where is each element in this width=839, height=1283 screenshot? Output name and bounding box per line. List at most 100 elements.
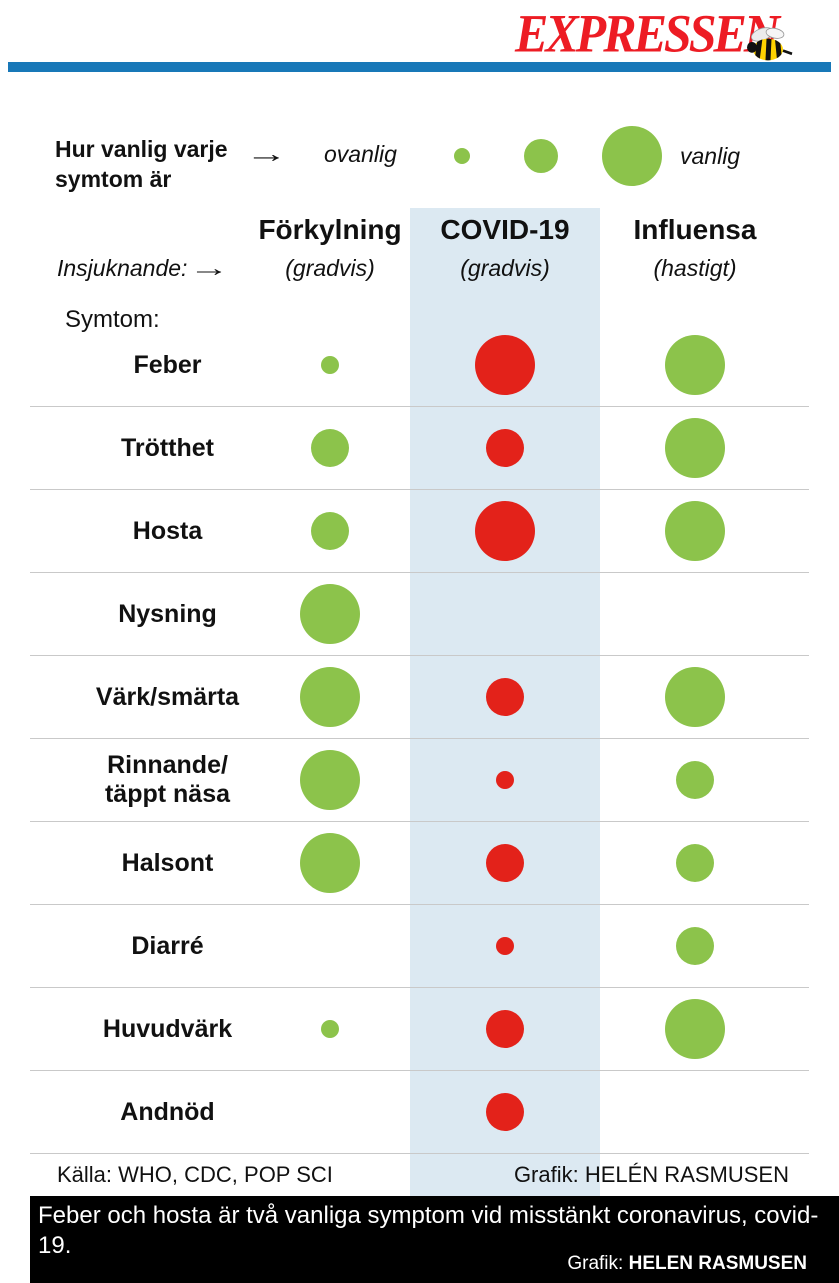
brand-divider-bar <box>8 62 831 72</box>
wasp-icon <box>747 27 793 61</box>
column-header-flu: Influensa <box>633 214 757 245</box>
symptom-row: Andnöd <box>30 1071 809 1154</box>
graphic-credit: Grafik: HELÉN RASMUSEN <box>513 1162 789 1187</box>
caption-credit: Grafik: HELEN RASMUSEN <box>567 1253 807 1275</box>
cold-bubble <box>300 667 360 727</box>
bubble-cell-covid <box>410 988 600 1070</box>
caption-credit-label: Grafik: <box>567 1253 624 1274</box>
bubble-cell-covid <box>410 324 600 406</box>
column-header-cold: Förkylning <box>258 214 402 245</box>
source-text: Källa: WHO, CDC, POP SCI <box>57 1162 333 1187</box>
covid-bubble <box>496 937 514 955</box>
flu-bubble <box>676 844 714 882</box>
bubble-cell-flu <box>600 324 790 406</box>
bubble-cell-cold <box>250 324 410 406</box>
bubble-cell-covid <box>410 822 600 904</box>
symptom-row: Feber <box>30 324 809 407</box>
legend-dot-large <box>602 126 662 186</box>
onset-covid: (gradvis) <box>460 255 550 281</box>
symptom-label: Nysning <box>118 599 217 628</box>
symptom-label: Värk/smärta <box>95 682 240 711</box>
bubble-cell-cold <box>250 822 410 904</box>
caption-bar: Feber och hosta är två vanliga symptom v… <box>30 1196 839 1283</box>
arrow-right-icon: → <box>245 140 288 168</box>
symptom-label: Huvudvärk <box>102 1014 233 1043</box>
flu-bubble <box>676 761 714 799</box>
size-legend: Hur vanlig varje symtom är → ovanlig van… <box>30 124 809 208</box>
source-row: Källa: WHO, CDC, POP SCI Grafik: HELÉN R… <box>30 1154 809 1196</box>
covid-bubble <box>486 1093 524 1131</box>
covid-bubble <box>486 678 524 716</box>
bubble-cell-flu <box>600 905 790 987</box>
legend-uncommon-label: ovanlig <box>324 141 397 167</box>
symptom-comparison-chart: Hur vanlig varje symtom är → ovanlig van… <box>30 72 809 1196</box>
symptoms-heading: Symtom: <box>65 306 160 333</box>
bubble-cell-covid <box>410 656 600 738</box>
bubble-cell-flu <box>600 988 790 1070</box>
symptom-row: Trötthet <box>30 407 809 490</box>
logo-text: EXPRESSEN <box>514 3 780 64</box>
column-header-covid: COVID-19 <box>440 214 570 245</box>
covid-bubble <box>486 1010 524 1048</box>
column-headers: Förkylning COVID-19 Influensa Insjuknand… <box>30 212 809 283</box>
legend-dot-medium <box>524 139 558 173</box>
symptom-rows: Feber Trötthet Hosta Nysning Värk/smärta… <box>30 324 809 1154</box>
caption-credit-name: HELEN RASMUSEN <box>628 1253 807 1274</box>
bubble-cell-cold <box>250 905 410 987</box>
flu-bubble <box>665 418 725 478</box>
bubble-cell-flu <box>600 407 790 489</box>
bubble-cell-covid <box>410 490 600 572</box>
legend-common-label: vanlig <box>680 143 741 169</box>
bubble-cell-cold <box>250 656 410 738</box>
symptom-label: Rinnande/ täppt näsa <box>104 751 231 808</box>
covid-bubble <box>486 844 524 882</box>
bubble-cell-cold <box>250 490 410 572</box>
cold-bubble <box>321 1020 339 1038</box>
bubble-cell-cold <box>250 1071 410 1153</box>
arrow-right-icon: → <box>189 255 230 282</box>
caption-text: Feber och hosta är två vanliga symptom v… <box>38 1202 819 1260</box>
symptom-row: Huvudvärk <box>30 988 809 1071</box>
covid-bubble <box>475 501 535 561</box>
bubble-cell-flu <box>600 656 790 738</box>
bubble-cell-covid <box>410 407 600 489</box>
symptom-row: Hosta <box>30 490 809 573</box>
bubble-cell-covid <box>410 1071 600 1153</box>
bubble-cell-flu <box>600 490 790 572</box>
cold-bubble <box>300 750 360 810</box>
covid-bubble <box>475 335 535 395</box>
symptom-label: Hosta <box>132 516 203 545</box>
bubble-cell-flu <box>600 1071 790 1153</box>
symptom-row: Värk/smärta <box>30 656 809 739</box>
expressen-logo: EXPRESSEN <box>514 2 793 65</box>
covid-bubble <box>486 429 524 467</box>
flu-bubble <box>665 335 725 395</box>
bubble-cell-flu <box>600 573 790 655</box>
cold-bubble <box>311 512 349 550</box>
legend-title: Hur vanlig varje symtom är <box>55 136 228 193</box>
symptom-label: Feber <box>133 350 202 379</box>
bubble-cell-flu <box>600 822 790 904</box>
header-spacer <box>30 212 250 246</box>
bubble-cell-cold <box>250 407 410 489</box>
bubble-cell-cold <box>250 988 410 1070</box>
cold-bubble <box>321 356 339 374</box>
legend-dot-small <box>454 148 470 164</box>
onset-label-text: Insjuknande: <box>57 255 188 281</box>
bubble-cell-covid <box>410 739 600 821</box>
flu-bubble <box>665 501 725 561</box>
onset-cold: (gradvis) <box>285 255 375 281</box>
onset-row-label: Insjuknande:→ <box>30 246 250 283</box>
flu-bubble <box>665 999 725 1059</box>
cold-bubble <box>300 584 360 644</box>
symptom-label: Diarré <box>131 931 204 960</box>
symptom-row: Diarré <box>30 905 809 988</box>
bubble-cell-flu <box>600 739 790 821</box>
onset-flu: (hastigt) <box>653 255 737 281</box>
bubble-cell-covid <box>410 905 600 987</box>
symptom-label: Trötthet <box>120 433 215 462</box>
symptom-label: Halsont <box>121 848 214 877</box>
bubble-cell-covid <box>410 573 600 655</box>
symptom-label: Andnöd <box>120 1097 215 1126</box>
